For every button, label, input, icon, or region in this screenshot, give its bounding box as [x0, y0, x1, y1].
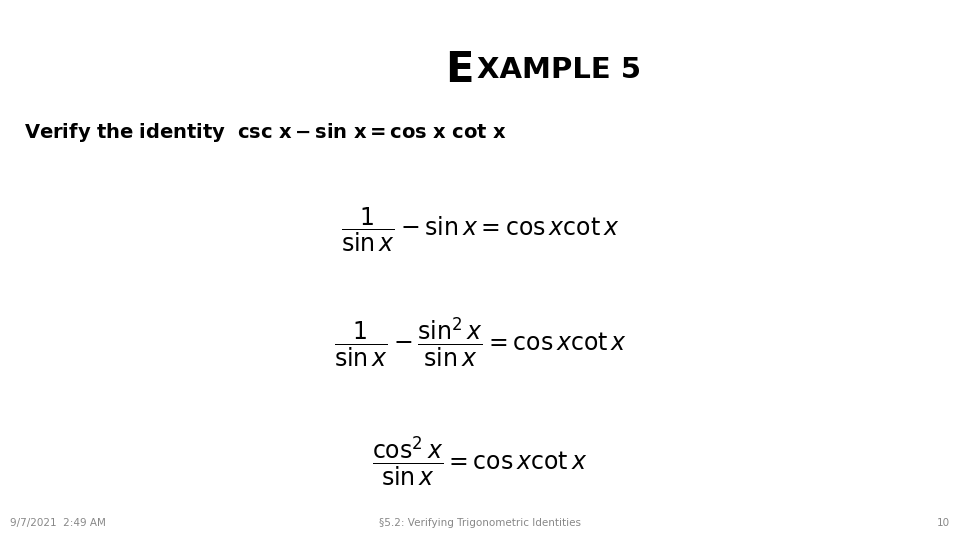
Text: 10: 10 — [937, 518, 950, 528]
Text: §5.2: Verifying Trigonometric Identities: §5.2: Verifying Trigonometric Identities — [379, 518, 581, 528]
Text: $\dfrac{\cos^2 x}{\sin x} = \cos x \cot x$: $\dfrac{\cos^2 x}{\sin x} = \cos x \cot … — [372, 435, 588, 488]
Text: $\bf{Verify\ the\ identity}$  $\bf{csc}\ x - \bf{sin}\ x = \bf{cos}\ x\ \bf{cot}: $\bf{Verify\ the\ identity}$ $\bf{csc}\ … — [24, 122, 506, 145]
Text: $\dfrac{1}{\sin x} - \sin x = \cos x \cot x$: $\dfrac{1}{\sin x} - \sin x = \cos x \co… — [341, 205, 619, 254]
Text: XAMPLE 5: XAMPLE 5 — [477, 56, 641, 84]
Text: E: E — [444, 49, 473, 91]
Text: 9/7/2021  2:49 AM: 9/7/2021 2:49 AM — [10, 518, 106, 528]
Text: $\dfrac{1}{\sin x} - \dfrac{\sin^2 x}{\sin x} = \cos x \cot x$: $\dfrac{1}{\sin x} - \dfrac{\sin^2 x}{\s… — [333, 316, 627, 369]
